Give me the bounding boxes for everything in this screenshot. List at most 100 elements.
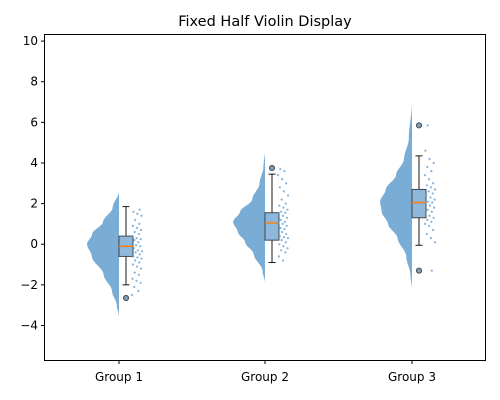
data-point [284, 202, 287, 205]
data-point [281, 259, 285, 262]
data-point [424, 149, 427, 152]
data-point [131, 224, 135, 228]
data-point [278, 234, 281, 238]
data-point [139, 228, 143, 232]
data-point [282, 190, 286, 193]
outlier-point [123, 295, 130, 302]
data-point [425, 184, 428, 187]
data-point [134, 251, 137, 254]
outlier-point [415, 267, 422, 274]
y-tick-label: −2 [20, 278, 38, 292]
data-point [131, 277, 134, 280]
violin-group [380, 102, 437, 289]
data-point [426, 218, 429, 221]
data-point [137, 241, 140, 244]
data-point [137, 273, 140, 276]
data-point [430, 269, 433, 272]
data-point [280, 210, 283, 213]
data-point [285, 182, 288, 185]
outlier-point [268, 165, 275, 172]
data-point [140, 257, 143, 260]
half-violin-body [380, 102, 412, 289]
data-point [138, 208, 141, 211]
data-point [138, 261, 141, 264]
y-tick-label: −4 [20, 318, 38, 332]
data-point [285, 232, 288, 236]
data-point [132, 247, 135, 250]
violin-group [233, 150, 290, 283]
data-point [433, 188, 437, 191]
data-point [278, 186, 281, 189]
data-point [432, 228, 435, 232]
data-point [135, 279, 138, 282]
data-point [133, 285, 136, 288]
data-point [135, 237, 138, 240]
data-point [426, 208, 429, 211]
data-point [278, 243, 281, 246]
data-point [280, 230, 284, 234]
data-point [134, 218, 137, 221]
data-point [277, 221, 280, 224]
data-point [430, 220, 433, 223]
data-point [139, 281, 142, 284]
data-point [284, 211, 287, 214]
data-point [133, 239, 136, 242]
data-point [280, 198, 283, 201]
y-tick-label: 4 [30, 156, 38, 170]
data-point [429, 186, 433, 189]
data-point [139, 267, 143, 270]
data-point [139, 245, 142, 248]
data-point [139, 238, 142, 241]
data-point [137, 289, 140, 293]
data-point [432, 206, 436, 209]
data-point [286, 194, 290, 197]
data-point [276, 228, 280, 232]
box [264, 212, 280, 241]
data-point [431, 192, 434, 195]
data-point [279, 218, 282, 221]
data-point [280, 239, 283, 242]
data-point [424, 202, 428, 205]
data-point [425, 194, 428, 197]
data-point [136, 249, 140, 252]
data-point [138, 253, 141, 256]
chart-title: Fixed Half Violin Display [178, 14, 352, 30]
data-point [430, 210, 433, 213]
data-point [285, 224, 288, 228]
data-point [136, 256, 139, 259]
data-point [137, 232, 140, 236]
outlier-point [415, 122, 422, 129]
data-point [136, 212, 139, 215]
data-point [140, 250, 144, 253]
data-point [430, 169, 433, 173]
data-point [426, 124, 429, 127]
data-point [133, 230, 136, 234]
data-point [424, 212, 427, 215]
data-point [281, 214, 285, 217]
data-point [429, 237, 433, 240]
y-tick-label: 6 [30, 115, 38, 129]
y-tick-label: 8 [30, 75, 38, 89]
data-point [277, 212, 281, 215]
data-point [429, 196, 432, 199]
y-tick-label: 0 [30, 237, 38, 251]
data-point [131, 234, 134, 238]
data-point [433, 198, 436, 201]
x-tick-label: Group 3 [388, 370, 436, 384]
data-point [284, 251, 287, 254]
data-point [284, 241, 287, 244]
data-point [427, 190, 430, 193]
data-point [282, 236, 286, 239]
data-point [427, 224, 431, 228]
data-point [135, 226, 139, 230]
data-point [423, 222, 427, 226]
data-point [428, 204, 432, 207]
data-point [427, 200, 430, 203]
x-axis: Group 1 Group 2 Group 3 [95, 360, 436, 384]
half-violin-body [87, 191, 119, 318]
data-point [279, 167, 282, 171]
x-tick-label: Group 1 [95, 370, 143, 384]
data-point [431, 201, 434, 204]
data-point [432, 182, 435, 185]
